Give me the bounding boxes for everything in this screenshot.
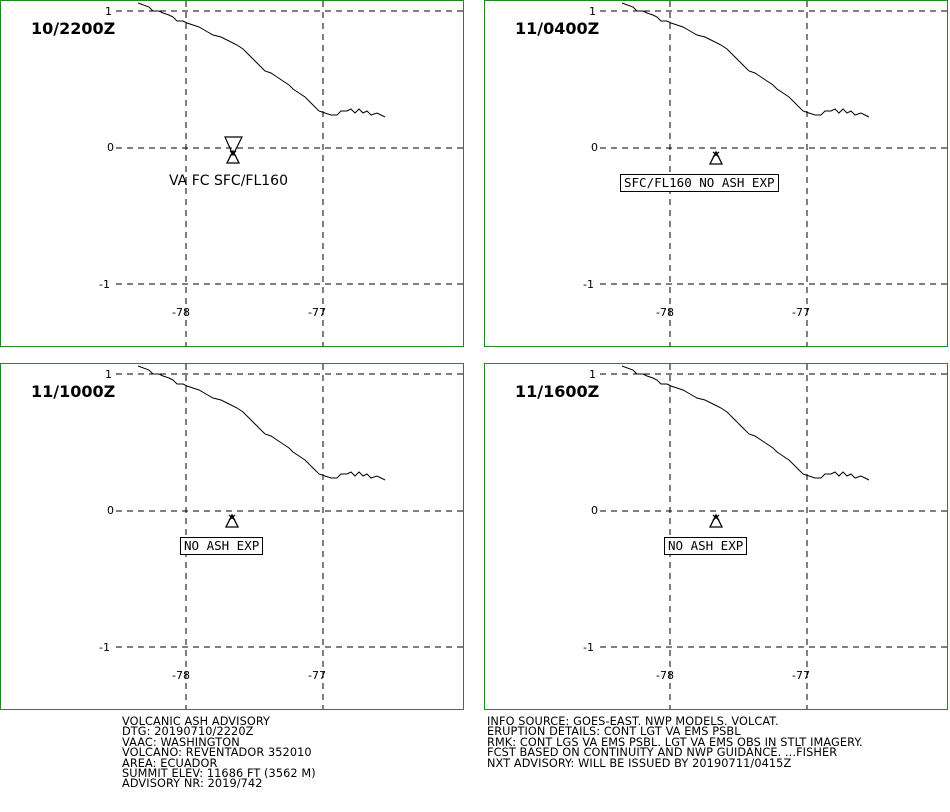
map-canvas (116, 364, 463, 709)
lat-tick-m1: -1 (99, 641, 110, 654)
map-canvas (600, 364, 947, 709)
lat-tick-m1: -1 (99, 278, 110, 291)
lat-tick-1: 1 (589, 368, 596, 381)
volcano-triangle-icon (225, 149, 241, 164)
map-panel-2: 11/0400Z 1 0 -1 -78 -77 SFC/FL160 NO ASH… (484, 0, 948, 347)
advisory-line: VAAC: WASHINGTON (122, 735, 240, 749)
map-panel-1: 10/2200Z 1 0 -1 -78 -77 VA FC SFC/FL160 (0, 0, 464, 347)
lon-tick-77: -77 (308, 669, 326, 682)
ash-label: NO ASH EXP (664, 537, 748, 555)
advisory-line: VOLCANO: REVENTADOR 352010 (122, 746, 312, 760)
panel-time: 11/1600Z (515, 382, 600, 401)
lat-tick-0: 0 (591, 504, 598, 517)
lat-tick-0: 0 (591, 141, 598, 154)
lat-tick-1: 1 (589, 5, 596, 18)
panel-time: 10/2200Z (31, 19, 116, 38)
lon-tick-77: -77 (792, 306, 810, 319)
advisory-line: FCST BASED ON CONTINUITY AND NWP GUIDANC… (487, 746, 838, 760)
panel-time: 11/1000Z (31, 382, 116, 401)
ash-label: SFC/FL160 NO ASH EXP (620, 174, 779, 192)
map-canvas (600, 1, 947, 346)
advisory-right-block: INFO SOURCE: GOES-EAST. NWP MODELS. VOLC… (487, 715, 863, 770)
coastline-line (621, 2, 870, 118)
ash-label: NO ASH EXP (180, 537, 264, 555)
lat-tick-m1: -1 (583, 641, 594, 654)
lat-tick-1: 1 (105, 5, 112, 18)
panel-time: 11/0400Z (515, 19, 600, 38)
lon-tick-78: -78 (172, 306, 190, 319)
advisory-line: SUMMIT ELEV: 11686 FT (3562 M) (122, 766, 316, 780)
map-panel-4: 11/1600Z 1 0 -1 -78 -77 NO ASH EXP (484, 363, 948, 710)
advisory-line: ADVISORY NR: 2019/742 (122, 777, 263, 791)
lat-tick-1: 1 (105, 368, 112, 381)
advisory-line: INFO SOURCE: GOES-EAST. NWP MODELS. VOLC… (487, 715, 779, 728)
advisory-line: AREA: ECUADOR (122, 756, 218, 770)
advisory-line: DTG: 20190710/2220Z (122, 725, 254, 739)
volcano-triangle-icon (224, 513, 240, 528)
advisory-line: RMK: CONT LGS VA EMS PSBL. LGT VA EMS OB… (487, 735, 863, 749)
coastline-line (137, 2, 386, 118)
lon-tick-78: -78 (172, 669, 190, 682)
lat-tick-0: 0 (107, 504, 114, 517)
lon-tick-78: -78 (656, 669, 674, 682)
lon-tick-77: -77 (792, 669, 810, 682)
map-panel-3: 11/1000Z 1 0 -1 -78 -77 NO ASH EXP (0, 363, 464, 710)
advisory-line: VOLCANIC ASH ADVISORY (122, 715, 271, 728)
lat-tick-m1: -1 (583, 278, 594, 291)
volcano-triangle-icon (708, 150, 724, 165)
coastline-line (137, 365, 386, 481)
lat-tick-0: 0 (107, 141, 114, 154)
advisory-line: ERUPTION DETAILS: CONT LGT VA EMS PSBL (487, 725, 741, 739)
lon-tick-77: -77 (308, 306, 326, 319)
ash-label: VA FC SFC/FL160 (169, 173, 288, 189)
coastline-line (621, 365, 870, 481)
advisory-line: NXT ADVISORY: WILL BE ISSUED BY 20190711… (487, 756, 792, 770)
lon-tick-78: -78 (656, 306, 674, 319)
advisory-left-block: VOLCANIC ASH ADVISORY DTG: 20190710/2220… (122, 715, 316, 791)
volcano-triangle-icon (708, 513, 724, 528)
ash-area-polygon (224, 136, 243, 157)
map-canvas (116, 1, 463, 346)
